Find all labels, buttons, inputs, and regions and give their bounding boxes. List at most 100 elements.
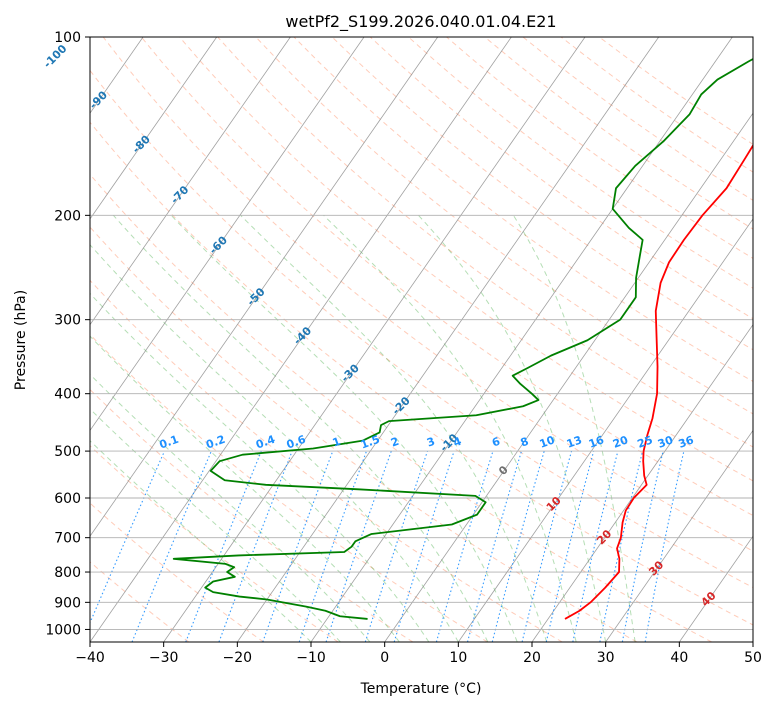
plot-frame (89, 36, 754, 643)
moist-adiabat-line (90, 335, 400, 642)
temperature-line (564, 143, 753, 620)
mixing-ratio-line (262, 450, 334, 642)
mixing-ratio-line (325, 450, 392, 642)
mixing-ratio-label: 0.2 (204, 433, 227, 452)
y-tick-label: 600 (54, 491, 81, 507)
dry-adiabat-line (90, 226, 638, 642)
y-tick-label: 100 (54, 30, 81, 46)
mixing-ratio-label: 13 (565, 433, 584, 450)
x-tick-label: 10 (449, 650, 467, 666)
x-axis-ticks: −40 −30 −20 −10 0 10 20 30 40 50 (75, 642, 762, 666)
grid-lines (90, 37, 753, 630)
x-tick-label: 30 (597, 650, 615, 666)
x-tick-label: −40 (75, 650, 105, 666)
mixing-ratio-label: 20 (611, 433, 630, 451)
profile-lines (172, 57, 753, 620)
mixing-ratio-line (393, 450, 455, 642)
moist-adiabat-line (90, 292, 430, 642)
isotherm-line (90, 37, 218, 220)
isotherm-line (90, 37, 365, 432)
mixing-ratio-line (466, 450, 523, 642)
x-tick-label: −30 (149, 650, 179, 666)
y-tick-label: 200 (54, 208, 81, 224)
mixing-ratio-label: 8 (519, 435, 531, 450)
mixing-ratio-label: 30 (656, 433, 675, 451)
x-tick-label: 50 (744, 650, 762, 666)
y-tick-label: 800 (54, 565, 81, 581)
isotherm-line (605, 429, 753, 642)
mixing-ratio-label: 3 (425, 435, 437, 450)
dry-adiabat-line (369, 37, 753, 320)
mixing-ratio-line (298, 450, 368, 642)
dry-adiabat-line (179, 37, 753, 482)
isotherm-line (90, 37, 512, 642)
isotherm-line (90, 37, 291, 326)
mixing-ratio-line (521, 450, 573, 642)
mixing-ratio-label: 10 (538, 433, 557, 451)
mixing-ratio-label: 1 (331, 435, 343, 450)
mixing-ratio-label: 25 (636, 433, 655, 450)
mixing-ratio-line (364, 450, 429, 642)
dry-adiabat-line (90, 121, 753, 626)
y-tick-label: 400 (54, 387, 81, 403)
x-tick-label: −10 (296, 650, 326, 666)
y-tick-label: 1000 (45, 622, 81, 638)
y-axis-ticks: 100 200 300 400 500 600 700 800 900 1000 (45, 30, 90, 638)
isotherm-line (531, 323, 753, 642)
dry-adiabat-line (90, 333, 488, 642)
moist-adiabat-line (418, 215, 607, 642)
moist-adiabat-line (170, 214, 518, 642)
chart-title: wetPf2_S199.2026.040.01.04.E21 (285, 12, 556, 32)
moist-adiabat-line (240, 214, 548, 642)
mixing-ratio-label: 0.4 (254, 433, 277, 452)
mixing-ratio-label: 6 (490, 435, 502, 450)
x-axis-label: Temperature (°C) (360, 681, 482, 697)
moist-adiabat-line (512, 215, 636, 642)
y-axis-label: Pressure (hPa) (13, 290, 29, 390)
mixing-ratio-line (131, 450, 212, 642)
mixing-ratio-line (218, 450, 293, 642)
dry-adiabat-line (255, 37, 753, 415)
x-tick-label: −20 (223, 650, 253, 666)
mixing-ratio-label: 4 (452, 435, 464, 450)
moist-adiabat-line (323, 214, 577, 642)
mixing-ratio-line (491, 450, 545, 642)
y-tick-label: 500 (54, 444, 81, 460)
mixing-ratio-line (435, 450, 494, 642)
mixing-ratio-line (185, 450, 262, 642)
mixing-ratio-line (545, 450, 595, 642)
mixing-ratio-line (90, 450, 165, 625)
isotherm-line (163, 37, 586, 642)
mixing-ratio-label: 16 (587, 433, 606, 451)
moist-adiabat-line (90, 373, 371, 642)
isotherm-line (237, 37, 660, 642)
y-tick-label: 700 (54, 531, 81, 547)
mixing-ratio-label: 1.5 (359, 433, 382, 452)
y-tick-label: 300 (54, 313, 81, 329)
y-tick-label: 900 (54, 595, 81, 611)
mixing-ratio-label: 0.1 (158, 433, 181, 452)
mixing-ratio-label: 0.6 (285, 433, 308, 452)
x-tick-label: 40 (670, 650, 688, 666)
moist-adiabat-line (90, 244, 459, 642)
isotherm-line (310, 37, 733, 642)
dry-adiabat-line (293, 37, 753, 383)
x-tick-label: 0 (380, 650, 389, 666)
background-lines (90, 37, 753, 642)
isotherm-line (384, 112, 753, 642)
dry-adiabat-line (90, 69, 753, 589)
dry-adiabat-line (90, 279, 563, 642)
x-tick-label: 20 (523, 650, 541, 666)
dry-adiabat-line (140, 37, 753, 517)
dewpoint-line (172, 57, 753, 620)
mixing-ratio-line (572, 450, 619, 642)
mixing-ratio-label: 2 (389, 435, 401, 450)
isotherm-line (679, 535, 753, 642)
moist-adiabat-line (113, 215, 489, 642)
mixing-ratio-label: 36 (677, 433, 696, 451)
isotherm-line (458, 218, 753, 642)
moist-adiabat-line (90, 440, 312, 642)
